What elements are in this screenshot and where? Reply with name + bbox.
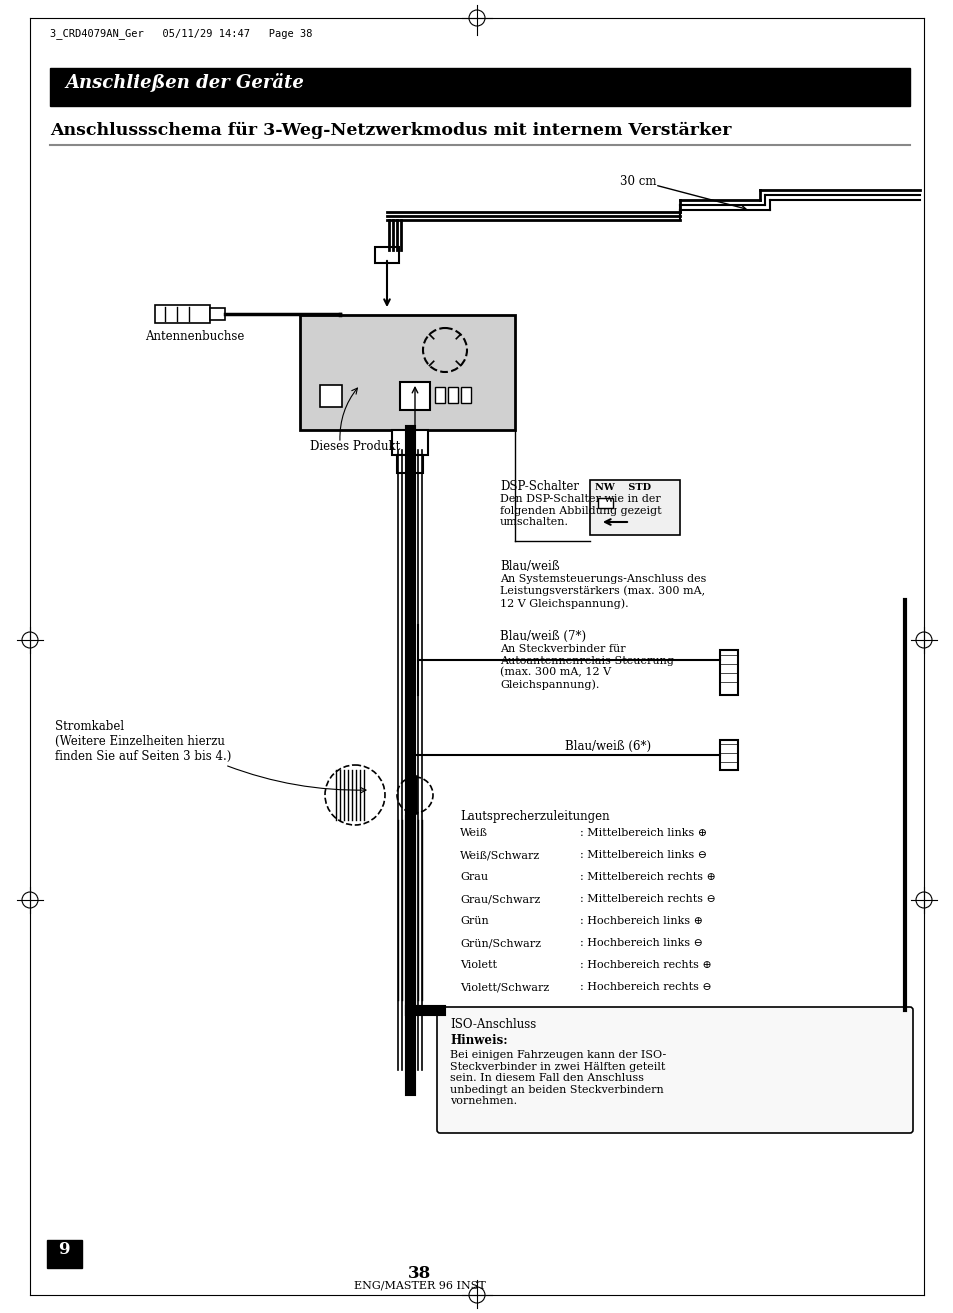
Text: Den DSP-Schalter wie in der
folgenden Abbildung gezeigt
umschalten.: Den DSP-Schalter wie in der folgenden Ab… (499, 494, 661, 528)
FancyBboxPatch shape (436, 1007, 912, 1133)
Text: DSP-Schalter: DSP-Schalter (499, 481, 578, 492)
FancyBboxPatch shape (448, 387, 457, 403)
Text: NW    STD: NW STD (595, 483, 650, 492)
Text: Dieses Produkt: Dieses Produkt (310, 440, 400, 453)
Text: : Mittelbereich rechts ⊕: : Mittelbereich rechts ⊕ (579, 872, 715, 882)
FancyBboxPatch shape (396, 456, 422, 473)
FancyBboxPatch shape (375, 247, 398, 263)
Text: Stromkabel
(Weitere Einzelheiten hierzu
finden Sie auf Seiten 3 bis 4.): Stromkabel (Weitere Einzelheiten hierzu … (55, 720, 232, 763)
Text: Violett/Schwarz: Violett/Schwarz (459, 982, 549, 993)
FancyBboxPatch shape (399, 382, 430, 410)
Text: Weiß/Schwarz: Weiß/Schwarz (459, 850, 539, 860)
Text: Grau: Grau (459, 872, 488, 882)
Text: : Mittelbereich links ⊕: : Mittelbereich links ⊕ (579, 829, 706, 838)
Text: 3_CRD4079AN_Ger   05/11/29 14:47   Page 38: 3_CRD4079AN_Ger 05/11/29 14:47 Page 38 (50, 28, 313, 39)
FancyBboxPatch shape (319, 385, 341, 407)
FancyBboxPatch shape (154, 305, 210, 323)
FancyBboxPatch shape (598, 498, 613, 508)
Text: : Hochbereich rechts ⊕: : Hochbereich rechts ⊕ (579, 960, 711, 970)
Text: An Systemsteuerungs-Anschluss des
Leistungsverstärkers (max. 300 mA,
12 V Gleich: An Systemsteuerungs-Anschluss des Leistu… (499, 574, 705, 608)
FancyBboxPatch shape (435, 387, 444, 403)
Text: : Hochbereich links ⊕: : Hochbereich links ⊕ (579, 916, 702, 926)
FancyBboxPatch shape (299, 315, 515, 429)
Text: Blau/weiß: Blau/weiß (499, 561, 559, 572)
Text: Antennenbuchse: Antennenbuchse (145, 330, 244, 343)
FancyBboxPatch shape (589, 481, 679, 534)
Text: 30 cm: 30 cm (619, 175, 656, 188)
FancyBboxPatch shape (720, 741, 738, 769)
Text: Anschließen der Geräte: Anschließen der Geräte (65, 74, 304, 92)
Text: 9: 9 (58, 1241, 70, 1258)
Text: Blau/weiß (6*): Blau/weiß (6*) (564, 741, 651, 752)
FancyBboxPatch shape (50, 68, 909, 106)
Text: Lautsprecherzuleitungen: Lautsprecherzuleitungen (459, 810, 609, 823)
Text: ISO-Anschluss: ISO-Anschluss (450, 1018, 536, 1031)
Text: Violett: Violett (459, 960, 497, 970)
FancyBboxPatch shape (460, 387, 471, 403)
Text: Grün: Grün (459, 916, 488, 926)
Text: ENG/MASTER 96 INST: ENG/MASTER 96 INST (354, 1280, 485, 1289)
FancyBboxPatch shape (210, 309, 225, 320)
FancyBboxPatch shape (47, 1239, 82, 1268)
Text: : Hochbereich links ⊖: : Hochbereich links ⊖ (579, 937, 702, 948)
Text: : Mittelbereich rechts ⊖: : Mittelbereich rechts ⊖ (579, 894, 715, 903)
Text: Bei einigen Fahrzeugen kann der ISO-
Steckverbinder in zwei Hälften geteilt
sein: Bei einigen Fahrzeugen kann der ISO- Ste… (450, 1050, 665, 1107)
Text: Anschlussschema für 3-Weg-Netzwerkmodus mit internem Verstärker: Anschlussschema für 3-Weg-Netzwerkmodus … (50, 122, 731, 139)
Text: Weiß: Weiß (459, 829, 488, 838)
Text: : Hochbereich rechts ⊖: : Hochbereich rechts ⊖ (579, 982, 711, 993)
Text: : Mittelbereich links ⊖: : Mittelbereich links ⊖ (579, 850, 706, 860)
FancyBboxPatch shape (392, 429, 428, 456)
Text: Hinweis:: Hinweis: (450, 1035, 507, 1046)
Text: 38: 38 (408, 1264, 431, 1281)
Text: Grau/Schwarz: Grau/Schwarz (459, 894, 539, 903)
Text: Grün/Schwarz: Grün/Schwarz (459, 937, 540, 948)
FancyBboxPatch shape (720, 650, 738, 695)
Text: Blau/weiß (7*): Blau/weiß (7*) (499, 630, 585, 643)
Text: An Steckverbinder für
Autoantennenrelais-Steuerung
(max. 300 mA, 12 V
Gleichspan: An Steckverbinder für Autoantennenrelais… (499, 643, 673, 689)
